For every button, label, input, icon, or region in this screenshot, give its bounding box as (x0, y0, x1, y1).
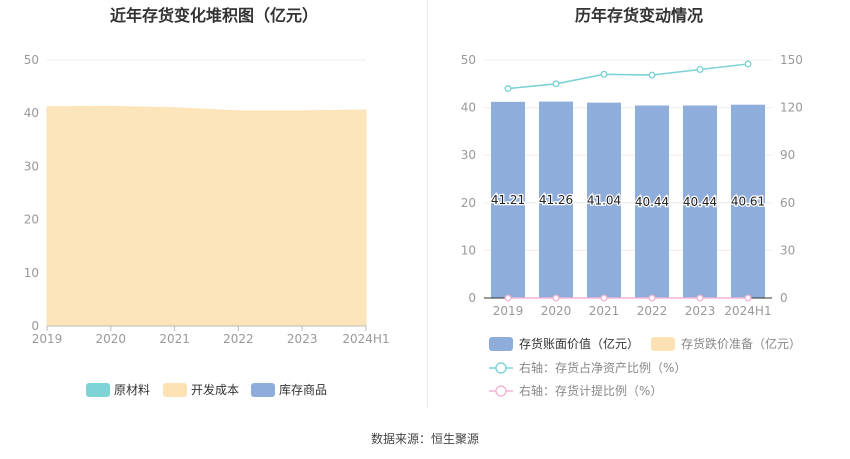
right-x-tick-label: 2021 (589, 304, 620, 318)
left-legend-label-3: 库存商品 (279, 382, 327, 397)
left-y-tick-label: 10 (24, 266, 39, 280)
right-legend-label-3: 右轴：存货占净资产比例（%） (519, 360, 686, 375)
right-legend-marker-3 (495, 362, 507, 374)
right-x-tick-label: 2023 (685, 304, 716, 318)
right-line-2-point (600, 294, 608, 302)
right-y2-tick-label: 60 (780, 196, 795, 210)
right-x-tick-label: 2024H1 (724, 304, 771, 318)
left-area-2 (46, 105, 367, 327)
right-bar (635, 105, 669, 298)
right-y2-tick-label: 150 (780, 53, 803, 67)
right-legend-label-2: 存货跌价准备（亿元） (681, 336, 801, 351)
right-line-2-point (744, 294, 752, 302)
right-y-tick-label: 50 (461, 53, 476, 67)
right-bar-data-label: 40.44 (683, 195, 717, 209)
right-y2-tick-label: 30 (780, 243, 795, 257)
left-y-tick-label: 40 (24, 106, 39, 120)
left-x-tick-label: 2021 (159, 332, 190, 346)
right-bar (539, 101, 573, 298)
right-bar-data-label: 41.04 (587, 193, 621, 207)
right-legend-label-1: 存货账面价值（亿元） (519, 336, 639, 351)
right-bar-data-label: 41.21 (491, 193, 525, 207)
right-line-1-point (696, 66, 704, 74)
left-legend-swatch-3 (251, 383, 275, 397)
right-line-2-point (504, 294, 512, 302)
right-bar-data-label: 40.44 (635, 195, 669, 209)
right-legend-marker-4 (495, 385, 507, 397)
right-bar-data-label: 41.26 (539, 193, 573, 207)
left-y-tick-label: 20 (24, 213, 39, 227)
right-chart-title: 历年存货变动情况 (574, 6, 703, 25)
left-x-tick-label: 2022 (223, 332, 254, 346)
right-y2-tick-label: 0 (780, 291, 788, 305)
right-y2-tick-label: 90 (780, 148, 795, 162)
right-line-1-point (648, 71, 656, 79)
right-x-tick-label: 2020 (541, 304, 572, 318)
right-bar (491, 101, 525, 299)
right-line-2-point (552, 294, 560, 302)
right-line-2-point (696, 294, 704, 302)
left-x-tick-label: 2024H1 (342, 332, 389, 346)
right-line-1-point (600, 70, 608, 78)
left-legend-label-2: 开发成本 (191, 382, 239, 397)
right-x-tick-label: 2022 (637, 304, 668, 318)
left-legend-swatch-2 (163, 383, 187, 397)
right-bar (731, 104, 765, 298)
left-y-tick-label: 50 (24, 53, 39, 67)
left-legend-swatch-1 (86, 383, 110, 397)
left-x-tick-label: 2020 (96, 332, 127, 346)
right-legend-swatch-1 (489, 337, 513, 351)
left-chart-title: 近年存货变化堆积图（亿元） (109, 6, 318, 25)
right-bar-data-label: 40.61 (731, 194, 765, 208)
right-y-tick-label: 40 (461, 101, 476, 115)
right-line-1-point (504, 85, 512, 93)
right-y-tick-label: 0 (468, 291, 476, 305)
right-y-tick-label: 20 (461, 196, 476, 210)
left-y-tick-label: 30 (24, 159, 39, 173)
right-y-tick-label: 30 (461, 148, 476, 162)
right-y2-tick-label: 120 (780, 101, 803, 115)
right-x-tick-label: 2019 (493, 304, 524, 318)
right-legend-swatch-2 (651, 337, 675, 351)
right-bar (587, 102, 621, 298)
right-y-tick-label: 10 (461, 243, 476, 257)
left-x-tick-label: 2019 (32, 332, 63, 346)
right-line-1 (507, 63, 749, 90)
left-y-tick-label: 0 (31, 319, 39, 333)
right-legend-label-4: 右轴：存货计提比例（%） (519, 383, 662, 398)
data-source: 数据来源：恒生聚源 (370, 432, 479, 446)
left-x-tick-label: 2023 (287, 332, 318, 346)
right-line-2-point (648, 294, 656, 302)
left-legend-label-1: 原材料 (114, 383, 150, 397)
right-bar (683, 105, 717, 298)
chart-divider (427, 0, 428, 408)
right-line-1-point (552, 80, 560, 88)
right-line-1-point (744, 60, 752, 68)
